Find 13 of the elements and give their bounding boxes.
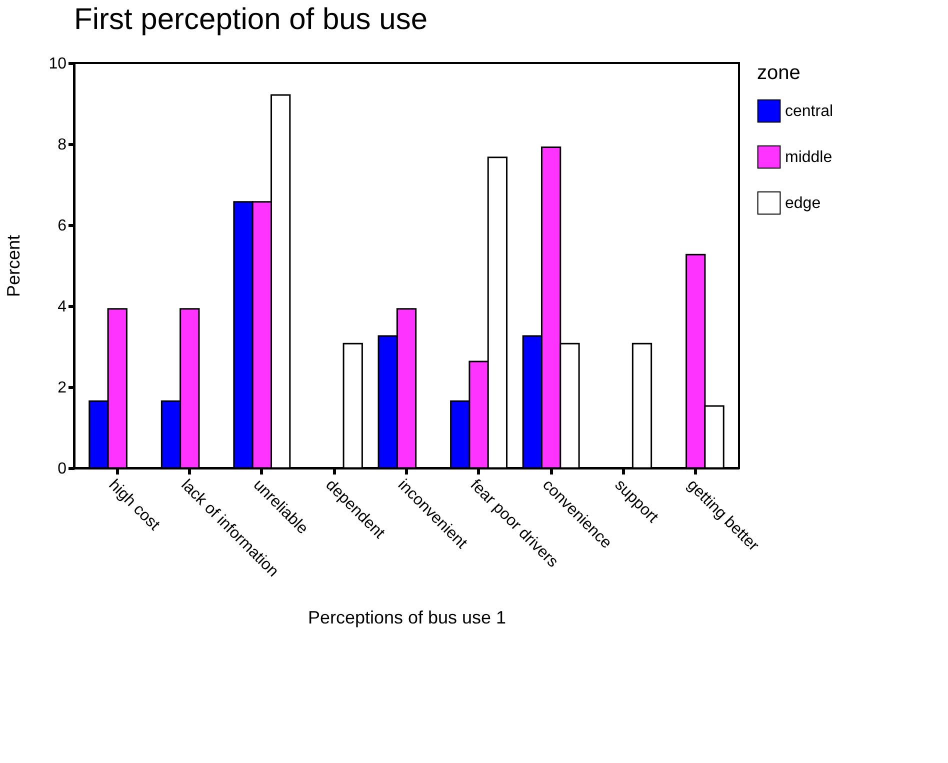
y-tick-label: 2: [58, 380, 67, 396]
legend-label: middle: [785, 149, 832, 166]
legend-label: central: [785, 103, 834, 120]
y-tick-label: 0: [58, 460, 67, 478]
x-axis-title: Perceptions of bus use 1: [308, 608, 506, 628]
y-axis-title: Percent: [4, 234, 24, 298]
chart-title: First perception of bus use: [74, 3, 428, 36]
y-tick-label: 8: [58, 136, 67, 154]
legend-label: edge: [785, 195, 821, 212]
y-tick-label: 6: [58, 218, 67, 234]
legend-title: zone: [757, 62, 800, 84]
y-tick-label: 4: [58, 298, 67, 316]
y-tick-label: 10: [48, 56, 67, 72]
